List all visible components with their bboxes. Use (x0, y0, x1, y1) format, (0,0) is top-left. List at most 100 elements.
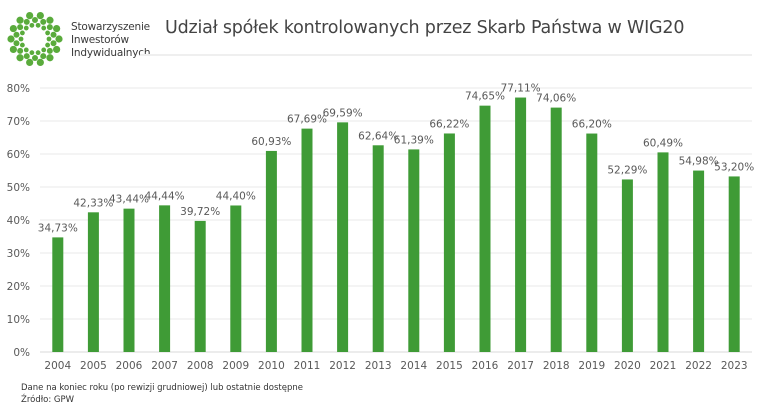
logo-dot (35, 50, 41, 56)
data-label-2017: 77,11% (501, 83, 541, 95)
x-tick-label: 2022 (685, 360, 712, 372)
y-tick-label: 40% (7, 215, 30, 227)
bar-2023 (728, 176, 740, 352)
x-tick-label: 2005 (80, 360, 107, 372)
logo-dot (13, 40, 20, 47)
bar-2021 (657, 152, 669, 352)
y-tick-label: 10% (7, 314, 30, 326)
logo-dot (17, 24, 24, 31)
bar-2016 (479, 105, 491, 352)
data-label-2013: 62,64% (358, 130, 398, 142)
logo-dot (23, 47, 29, 53)
title-divider (140, 54, 752, 56)
brand-line-2: Inwestorów (71, 34, 129, 46)
x-tick-label: 2008 (187, 360, 214, 372)
bar-2014 (408, 149, 420, 352)
data-label-2009: 44,40% (216, 190, 256, 202)
logo-dot (23, 18, 30, 25)
data-label-2007: 44,44% (145, 190, 185, 202)
logo-dot (23, 53, 30, 60)
bar-2019 (586, 133, 598, 352)
logo-dot (18, 36, 24, 42)
data-label-2018: 74,06% (536, 93, 576, 105)
x-tick-label: 2006 (116, 360, 143, 372)
x-tick-label: 2012 (329, 360, 356, 372)
x-tick-label: 2010 (258, 360, 285, 372)
bar-2007 (159, 205, 171, 352)
logo-dot (45, 30, 51, 36)
bar-2009 (230, 205, 242, 352)
logo-dot (23, 25, 29, 31)
x-tick-label: 2013 (365, 360, 392, 372)
data-label-2023: 53,20% (714, 161, 754, 173)
data-label-2008: 39,72% (180, 206, 220, 218)
y-tick-label: 20% (7, 281, 30, 293)
x-tick-label: 2016 (472, 360, 499, 372)
logo-dot (32, 55, 38, 61)
x-tick-label: 2023 (721, 360, 748, 372)
logo-icon (7, 12, 63, 66)
x-tick-label: 2019 (578, 360, 605, 372)
logo-dot (36, 58, 44, 66)
logo-dot (53, 24, 61, 33)
x-tick-label: 2009 (222, 360, 249, 372)
y-tick-label: 50% (7, 182, 30, 194)
logo-dot (36, 12, 44, 20)
data-label-2015: 66,22% (429, 118, 469, 130)
data-label-2004: 34,73% (38, 222, 78, 234)
logo-dot (40, 53, 47, 60)
bar-2008 (194, 220, 206, 352)
logo-dot (41, 47, 47, 53)
logo-dot (46, 16, 54, 24)
bar-2005 (87, 212, 99, 352)
logo-dot (46, 54, 54, 62)
x-tick-label: 2017 (507, 360, 534, 372)
bar-2010 (265, 150, 277, 352)
x-tick-label: 2015 (436, 360, 463, 372)
bar-2022 (693, 170, 705, 352)
bar-2012 (337, 122, 349, 352)
logo-dot (32, 17, 38, 23)
logo-dot (16, 54, 24, 62)
bar-2013 (372, 145, 384, 352)
y-tick-label: 30% (7, 248, 30, 260)
chart-title: Udział spółek kontrolowanych przez Skarb… (165, 18, 685, 38)
x-tick-label: 2007 (151, 360, 178, 372)
logo-dot (7, 35, 15, 43)
data-labels: 34,73% 42,33%43,44%44,44% 39,72% 44,40% 60,9… (38, 83, 754, 235)
logo-dot (29, 50, 35, 56)
logo-dot (9, 24, 17, 33)
logo-dot (19, 30, 25, 36)
data-label-2022: 54,98% (679, 156, 719, 168)
gridlines (40, 87, 752, 353)
x-tick-label: 2004 (44, 360, 71, 372)
x-tick-label: 2011 (294, 360, 321, 372)
data-label-2010: 60,93% (251, 136, 291, 148)
logo-dot (50, 31, 57, 38)
logo-dot (46, 47, 53, 54)
data-label-2012: 69,59% (323, 107, 363, 119)
logo-dot (19, 42, 25, 48)
y-tick-label: 80% (7, 83, 30, 95)
logo-dot (29, 22, 35, 28)
data-label-2005: 42,33% (73, 197, 113, 209)
logo-dot (46, 24, 53, 31)
logo-dot (45, 42, 51, 48)
logo-dot (16, 16, 24, 24)
logo-dot (50, 40, 57, 47)
bar-2004 (52, 237, 64, 352)
data-label-2021: 60,49% (643, 137, 683, 149)
y-tick-label: 0% (13, 347, 30, 359)
bar-2006 (123, 208, 135, 352)
logo-dot (17, 47, 24, 54)
logo-dot (9, 45, 17, 54)
data-label-2019: 66,20% (572, 119, 612, 131)
logo-dot (55, 35, 63, 43)
brand-line-3: Indywidualnych (71, 47, 151, 59)
logo-dot (13, 31, 20, 38)
y-axis-ticks: 0% 10% 20% 30% 40% 50% 60% 70% 80% (7, 83, 30, 359)
logo-dot (26, 58, 34, 66)
data-label-2020: 52,29% (607, 164, 647, 176)
bar-2020 (621, 179, 633, 352)
